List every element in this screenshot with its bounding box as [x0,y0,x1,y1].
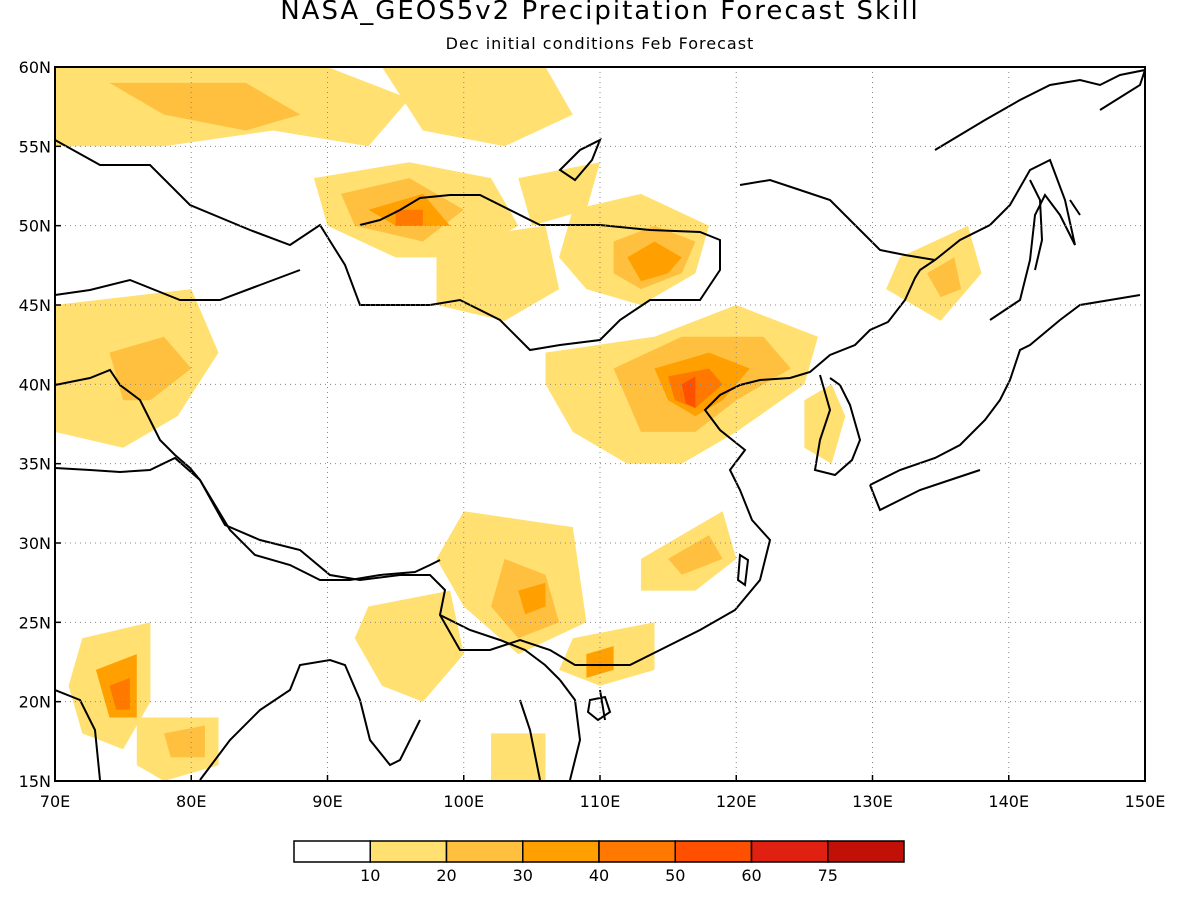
skill-region-11 [436,225,560,321]
lat-tick-label-40: 40N [19,375,51,394]
lat-tick-label-35: 35N [19,455,51,474]
map-title: NASA_GEOS5v2 Precipitation Forecast Skil… [280,0,920,26]
lat-tick-label-45: 45N [19,296,51,315]
lat-tick-label-50: 50N [19,217,51,236]
colorbar-swatch-7 [827,840,905,863]
lat-tick-label-15: 15N [19,772,51,791]
coastline-okhotsk-west [739,178,936,261]
lat-tick-label-30: 30N [19,534,51,553]
gridlines [55,67,1145,781]
colorbar-label-50: 50 [665,866,685,885]
colorbar-swatch-4 [598,840,676,863]
skill-region-2 [382,67,573,147]
coastline-korea [813,374,862,477]
colorbar-label-60: 60 [741,866,761,885]
lon-tick-label-120: 120E [716,792,757,811]
colorbar-label-30: 30 [513,866,533,885]
border-russia-south [55,139,721,352]
colorbar-swatch-0 [293,840,371,863]
colorbar-swatch-5 [674,840,753,863]
border-southeast [439,614,561,681]
coastline-india [55,658,421,781]
coastline-japan [869,294,1141,512]
lat-tick-label-55: 55N [19,137,51,156]
lat-tick-label-20: 20N [19,693,51,712]
lat-tick-label-25: 25N [19,613,51,632]
skill-region-33 [164,725,205,758]
skill-region-24 [518,582,546,615]
coastline-okhotsk [934,69,1145,151]
skill-region-28 [668,535,723,575]
lon-tick-label-140: 140E [988,792,1029,811]
colorbar-swatch-2 [445,840,524,863]
colorbar-label-20: 20 [436,866,456,885]
lon-tick-label-150: 150E [1125,792,1166,811]
lon-tick-label-80: 80E [176,792,206,811]
lake-baikal [558,137,602,182]
skill-region-10 [627,241,682,282]
skill-region-31 [109,677,130,710]
border-india-china [199,479,441,581]
coastline-sakhalin [1029,179,1044,271]
lon-tick-label-130: 130E [852,792,893,811]
lon-tick-label-70: 70E [40,792,70,811]
lon-tick-label-110: 110E [580,792,621,811]
skill-region-18 [927,257,962,298]
skill-region-34 [491,733,546,781]
colorbar-label-10: 10 [360,866,380,885]
colorbar-swatch-3 [522,840,600,863]
colorbar-label-40: 40 [589,866,609,885]
skill-region-1 [109,82,301,131]
coastline-hainan [586,695,612,722]
border-china-west [55,368,201,481]
border-kazakh [55,269,301,301]
lon-tick-label-100: 100E [443,792,484,811]
axis-ticks: 70E 80E 90E 100E 110E 120E 130E 140E 150E 60N 55N 5… [19,58,1166,811]
colorbar-label-75: 75 [818,866,838,885]
coastline-kamchatka [1069,69,1145,216]
colorbar-swatch-1 [369,840,448,863]
coastline-taiwan [736,553,750,587]
skill-region-5 [368,193,451,226]
lat-tick-label-60: 60N [19,58,51,77]
skill-shading-layer [55,67,982,781]
colorbar: 10 20 30 40 50 60 75 [293,840,905,885]
colorbar-swatch-6 [750,840,829,863]
skill-region-35 [354,590,464,702]
map-subtitle: Dec initial conditions Feb Forecast [445,34,755,53]
lon-tick-label-90: 90E [312,792,342,811]
coastline-layer [55,69,1145,781]
skill-region-6 [395,209,423,226]
